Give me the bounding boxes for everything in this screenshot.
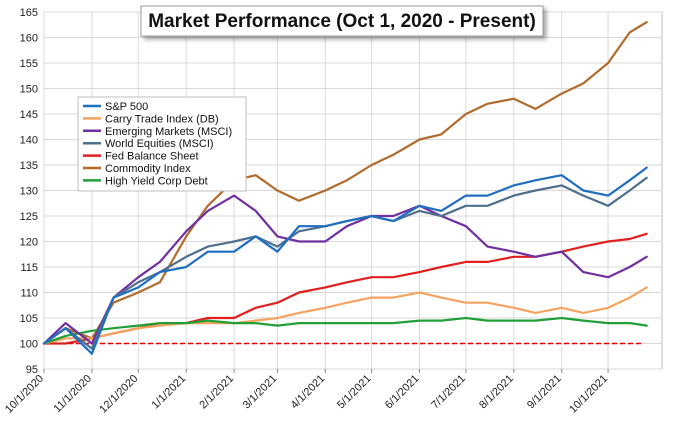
x-tick-label: 1/1/2021: [150, 373, 189, 412]
y-tick-label: 155: [20, 58, 38, 70]
legend-box: [77, 96, 247, 192]
y-tick-label: 120: [20, 237, 38, 249]
y-tick-label: 145: [20, 109, 38, 121]
x-tick-label: 6/1/2021: [383, 373, 422, 412]
x-tick-label: 5/1/2021: [335, 373, 374, 412]
x-tick-label: 11/1/2020: [52, 373, 95, 416]
series-lines: [42, 21, 648, 355]
x-tick-label: 9/1/2021: [525, 373, 564, 412]
y-axis: 95 100 105 110 115 120 125 130 135 140 145 150 155 16…: [20, 7, 38, 376]
y-tick-label: 110: [20, 288, 38, 300]
series-line-carry-trade-index-db: [42, 286, 648, 345]
x-tick-label: 2/1/2021: [197, 373, 236, 412]
series-line-emerging-markets-msci: [42, 194, 648, 345]
legend-label-high-yield-corp-debt: High Yield Corp Debt: [105, 175, 208, 187]
y-tick-label: 150: [20, 84, 38, 96]
y-tick-label: 100: [20, 339, 38, 351]
y-tick-label: 105: [20, 313, 38, 325]
x-tick-label: 8/1/2021: [477, 373, 516, 412]
x-axis: 10/1/2020 11/1/2020 12/1/2020 1/1/2021 2/1/2…: [3, 369, 610, 416]
legend-label-world-equities-msci: World Equities (MSCI): [105, 138, 214, 150]
y-tick-label: 135: [20, 160, 38, 172]
x-tick-label: 7/1/2021: [429, 373, 468, 412]
x-tick-label: 12/1/2020: [97, 373, 140, 416]
legend-label-emerging-markets-msci: Emerging Markets (MSCI): [105, 126, 232, 138]
legend-label-carry-trade-index-db: Carry Trade Index (DB): [105, 113, 219, 125]
y-tick-label: 130: [20, 186, 38, 198]
y-tick-label: 160: [20, 33, 38, 45]
series-line-high-yield-corp-debt: [42, 316, 648, 345]
y-tick-label: 115: [20, 262, 38, 274]
y-tick-label: 125: [20, 211, 38, 223]
title-box: Market Performance (Oct 1, 2020 - Presen…: [140, 5, 544, 37]
series-line-s-p-500: [42, 166, 648, 355]
x-tick-label: 3/1/2021: [241, 373, 280, 412]
y-tick-label: 165: [20, 7, 38, 19]
chart-title: Market Performance (Oct 1, 2020 - Presen…: [148, 11, 536, 32]
x-tick-label: 10/1/2020: [3, 373, 46, 416]
legend-label-fed-balance-sheet: Fed Balance Sheet: [105, 151, 199, 163]
y-tick-label: 95: [26, 364, 38, 376]
series-line-commodity-index: [42, 21, 648, 345]
legend-label-commodity-index: Commodity Index: [105, 163, 191, 175]
legend-label-s-p-500: S&P 500: [105, 101, 148, 113]
y-tick-label: 140: [20, 135, 38, 147]
x-tick-label: 4/1/2021: [289, 373, 328, 412]
x-tick-label: 10/1/2021: [567, 373, 610, 416]
